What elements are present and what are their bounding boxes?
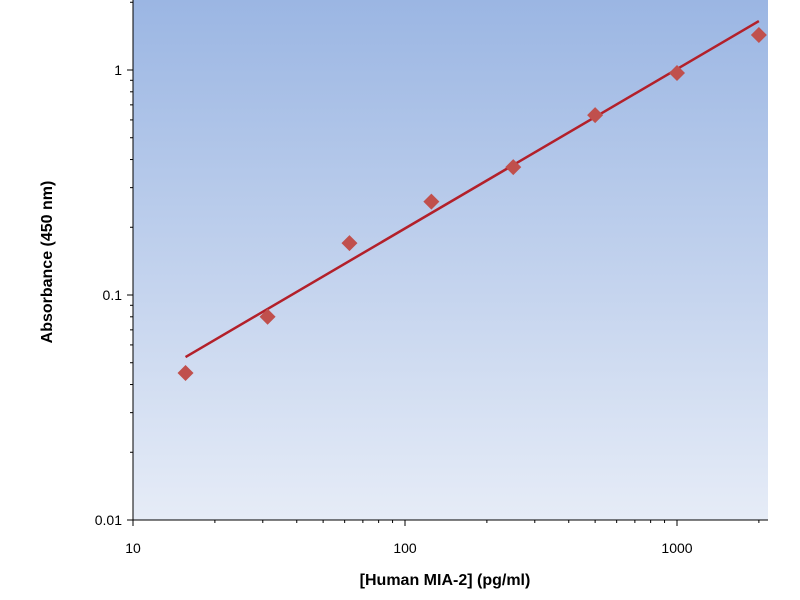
fit-line: [184, 19, 760, 359]
y-tick-label: 0.01: [95, 512, 122, 528]
y-tick-label: 1: [114, 62, 122, 78]
data-point-6: [587, 107, 604, 124]
data-point-8: [750, 27, 767, 44]
data-point-4: [423, 193, 440, 210]
data-point-3: [341, 235, 358, 252]
data-point-1: [177, 365, 194, 382]
data-point-5: [505, 159, 522, 176]
x-tick-label: 10: [125, 540, 141, 556]
data-point-7: [669, 64, 685, 81]
y-tick-label: 0.1: [103, 287, 123, 303]
x-tick-label: 100: [393, 540, 417, 556]
x-axis-label: [Human MIA-2] (pg/ml): [360, 572, 531, 589]
y-axis-label: Absorbance (450 nm): [39, 181, 56, 344]
plot-area: [133, 0, 768, 520]
data-point-2: [259, 308, 276, 325]
x-tick-label: 1000: [661, 540, 692, 556]
